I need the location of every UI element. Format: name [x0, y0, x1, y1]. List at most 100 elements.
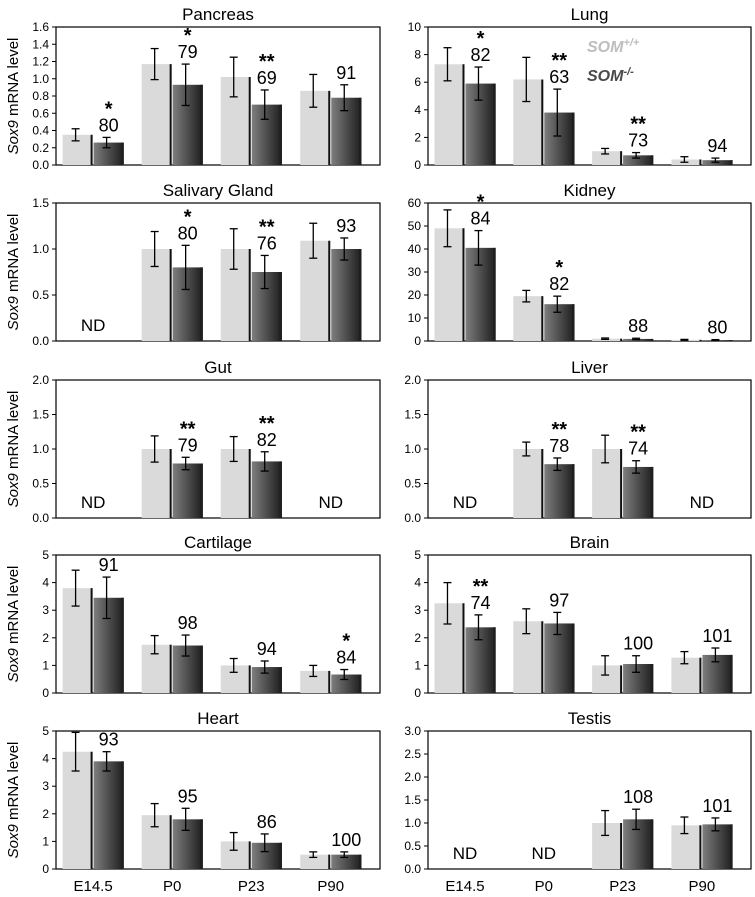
y-axis-label-gene: Sox9	[5, 824, 22, 859]
significance-marker: *	[555, 257, 563, 279]
bar-som-wt	[434, 603, 465, 693]
percent-label: 100	[623, 634, 653, 654]
y-tick-label: 20	[408, 288, 422, 302]
not-detected-label: ND	[453, 844, 478, 863]
bar-som-ko	[172, 84, 203, 165]
y-tick-label: 0.4	[32, 124, 49, 138]
y-tick-label: 1.0	[404, 816, 421, 830]
bar-som-wt	[671, 657, 702, 693]
chart-cartilage: Cartilage 0 1 2 3 4 5 Sox9 mRNA level 91 98 94 84*	[5, 533, 381, 700]
y-tick-label: 1.6	[32, 20, 49, 34]
significance-marker: *	[342, 631, 350, 653]
y-tick-label: 0	[414, 686, 421, 700]
significance-marker: **	[630, 422, 646, 444]
panel-title: Pancreas	[182, 5, 254, 24]
bar-som-ko	[93, 142, 124, 165]
y-tick-label: 10	[408, 20, 422, 34]
percent-label: 84	[336, 648, 356, 668]
y-tick-label: 1.0	[32, 442, 49, 456]
bar-som-ko	[544, 112, 575, 165]
bar-som-ko	[93, 761, 124, 869]
y-tick-label: 1.5	[404, 408, 421, 422]
y-axis-label-rest: mRNA level	[5, 214, 22, 297]
percent-label: 108	[623, 787, 653, 807]
plot-frame	[427, 554, 752, 694]
y-tick-label: 1.0	[32, 242, 49, 256]
significance-marker: **	[259, 413, 275, 435]
y-tick-label: 1	[42, 658, 49, 672]
bar-som-wt	[62, 588, 93, 693]
percent-label: 80	[178, 223, 198, 243]
panel-title: Testis	[568, 709, 611, 728]
significance-marker: **	[180, 418, 196, 440]
bar-som-wt	[592, 823, 623, 869]
y-tick-label: 0.2	[32, 141, 49, 155]
significance-marker: **	[473, 576, 489, 598]
y-tick-label: 1.0	[404, 442, 421, 456]
y-axis-label: Sox9 mRNA level	[5, 566, 22, 683]
y-axis-label-rest: mRNA level	[5, 391, 22, 474]
percent-label: 74	[628, 439, 648, 459]
y-tick-label: 5	[42, 548, 49, 562]
bar-som-wt	[220, 249, 251, 341]
bar-som-ko	[544, 304, 575, 341]
bar-som-ko	[172, 819, 203, 869]
bar-som-wt	[300, 90, 331, 165]
y-tick-label: 5	[414, 548, 421, 562]
y-tick-label: 1.2	[32, 55, 49, 69]
percent-label: 88	[628, 316, 648, 336]
y-tick-label: 2.0	[32, 373, 49, 387]
bar-som-ko	[331, 854, 362, 869]
x-category-label: P0	[163, 878, 181, 895]
bar-som-ko	[251, 842, 282, 869]
y-tick-label: 2	[42, 807, 49, 821]
bar-som-ko	[465, 247, 496, 341]
y-tick-label: 0.5	[32, 477, 49, 491]
percent-label: 98	[178, 613, 198, 633]
percent-label: 91	[336, 63, 356, 83]
bar-som-ko	[251, 667, 282, 693]
percent-label: 82	[549, 274, 569, 294]
bar-som-wt	[141, 249, 172, 341]
bar-som-wt	[300, 240, 331, 341]
y-tick-label: 0.0	[32, 334, 49, 348]
bar-som-wt	[300, 670, 331, 693]
y-tick-label: 2	[42, 631, 49, 645]
y-tick-label: 2.0	[404, 373, 421, 387]
y-tick-label: 8	[414, 48, 421, 62]
bar-som-wt	[592, 665, 623, 693]
bar-som-ko	[331, 249, 362, 341]
percent-label: 95	[178, 786, 198, 806]
x-category-label: P23	[609, 878, 636, 895]
bar-som-wt	[141, 64, 172, 165]
plot-frame	[55, 202, 381, 342]
y-axis-label: Sox9 mRNA level	[5, 38, 22, 155]
percent-label: 80	[707, 318, 727, 338]
percent-label: 86	[257, 812, 277, 832]
bar-som-ko	[251, 104, 282, 165]
percent-label: 91	[99, 555, 119, 575]
y-tick-label: 1.5	[404, 793, 421, 807]
y-tick-label: 4	[414, 103, 421, 117]
y-axis-label-rest: mRNA level	[5, 38, 22, 121]
legend-wt-base: SOM	[587, 39, 624, 56]
bar-som-ko	[331, 97, 362, 165]
bar-som-wt	[62, 751, 93, 869]
y-tick-label: 1.0	[32, 72, 49, 86]
bar-som-ko	[172, 267, 203, 341]
percent-label: 82	[470, 45, 490, 65]
significance-marker: **	[259, 51, 275, 73]
x-category-label: P90	[317, 878, 344, 895]
bar-som-ko	[544, 464, 575, 518]
percent-label: 78	[549, 436, 569, 456]
y-tick-label: 2	[414, 130, 421, 144]
bar-som-wt	[434, 64, 465, 165]
chart-panels: Pancreas 0.0 0.2 0.4 0.6 0.8 1.0 1.2 1.4 1.6 Sox9 …	[5, 5, 752, 895]
significance-marker: *	[105, 98, 113, 120]
panel-title: Kidney	[564, 181, 616, 200]
y-tick-label: 0	[414, 158, 421, 172]
percent-label: 80	[99, 115, 119, 135]
